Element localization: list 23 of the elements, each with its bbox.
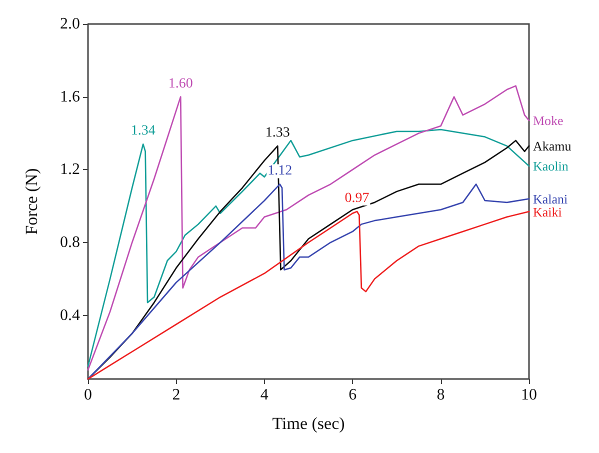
annotation: 1.34 (130, 124, 156, 139)
x-tick-label: 4 (260, 386, 268, 404)
x-tick-label: 0 (84, 386, 92, 404)
series-label: Akamu (533, 138, 572, 154)
annotation: 0.97 (344, 191, 370, 206)
y-tick-label: 1.2 (60, 161, 80, 178)
annotation: 1.33 (265, 125, 290, 140)
y-tick-label: 0.4 (60, 306, 80, 324)
series-label: Kaolin (533, 158, 569, 174)
x-tick-label: 10 (521, 386, 537, 404)
y-tick-label: 2.0 (60, 16, 80, 32)
annotation: 1.60 (168, 76, 193, 92)
y-axis-title: Force (N) (22, 168, 41, 235)
y-tick-label: 0.8 (60, 234, 80, 251)
x-tick-label: 6 (348, 386, 357, 404)
series-label: Moke (533, 112, 564, 128)
x-axis-title: Time (sec) (272, 414, 345, 433)
x-tick-label: 2 (172, 386, 180, 404)
series-label: Kalani (533, 191, 568, 206)
x-tick-label: 8 (436, 386, 445, 404)
annotation: 1.12 (268, 164, 292, 179)
y-tick-label: 1.6 (60, 88, 80, 106)
series-label: Kaiki (533, 204, 562, 220)
